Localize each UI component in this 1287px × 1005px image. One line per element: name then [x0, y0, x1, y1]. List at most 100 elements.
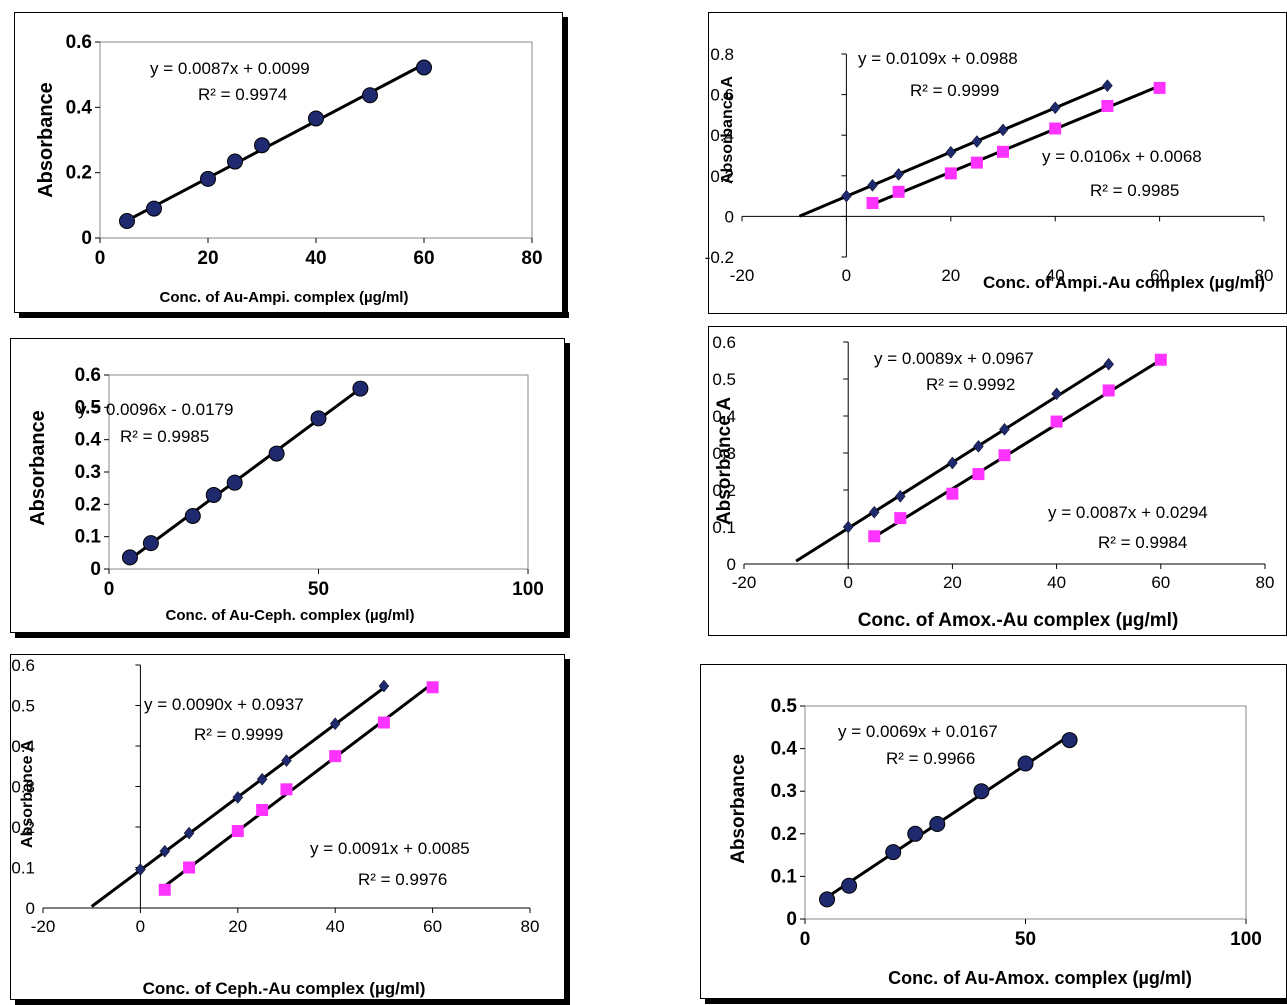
data-point-series-2 [892, 185, 905, 198]
r-squared-label-series-1: R² = 0.9999 [910, 81, 999, 100]
x-tick-label: 80 [1256, 573, 1275, 592]
x-tick-label: 0 [95, 248, 106, 269]
data-point-series-2 [998, 449, 1011, 462]
chart-amox-au-panel: -20 0 20 40 60 80 0 0.1 0.2 0.3 0.4 0.5 0.6 y = 0.00… [708, 326, 1287, 636]
x-tick-label: 50 [1015, 929, 1036, 950]
chart-ampi-au: -20 0 20 40 60 80 -0.2 0 0.2 0.4 0.6 0.8 y = 0.0109… [705, 12, 1287, 314]
y-tick-label: 0.2 [66, 163, 92, 184]
data-point [1017, 755, 1034, 772]
data-point [362, 87, 378, 104]
x-tick-label: 20 [943, 573, 962, 592]
x-tick-label: 20 [941, 266, 960, 285]
y-tick-label: 0.2 [771, 824, 797, 845]
x-tick-label: 20 [228, 917, 247, 936]
data-point-series-1 [232, 791, 244, 804]
x-axis-title: Conc. of Ceph.-Au complex (µg/ml) [143, 979, 426, 998]
chart-frame [14, 12, 563, 313]
data-point-series-2 [1102, 384, 1115, 397]
data-point-series-1 [281, 754, 292, 767]
x-tick-label: 0 [136, 917, 145, 936]
x-axis-title: Conc. of Amox.-Au complex (µg/ml) [858, 610, 1179, 631]
y-tick-label: 0.2 [712, 481, 736, 500]
y-tick-label: 0.3 [712, 444, 736, 463]
y-tick-label: 0 [90, 559, 101, 580]
y-tick-label: 0.6 [712, 333, 736, 352]
r-squared-label-series-2: R² = 0.9984 [1098, 533, 1187, 552]
frame-shadow [564, 343, 570, 638]
frame-shadow [705, 998, 1287, 1004]
x-tick-label: -20 [730, 266, 755, 285]
data-point-series-1 [1103, 357, 1115, 371]
y-tick-label: 0.2 [11, 818, 35, 837]
data-point-series-2 [280, 783, 293, 796]
y-tick-label: 0.3 [11, 778, 35, 797]
data-point-series-1 [893, 167, 904, 181]
frame-shadow [564, 659, 570, 1005]
data-point-series-1 [842, 520, 854, 534]
y-tick-label: 0.6 [710, 86, 734, 105]
data-point-series-1 [1049, 101, 1061, 115]
data-point-series-1 [1051, 387, 1062, 401]
equation-label-series-1: y = 0.0109x + 0.0988 [858, 49, 1018, 68]
data-point-series-1 [329, 717, 341, 731]
data-point [929, 816, 946, 833]
data-point-series-2 [972, 468, 985, 481]
frame-shadow [15, 632, 570, 638]
chart-frame [10, 338, 565, 633]
data-point [308, 110, 324, 127]
x-tick-label: 80 [1255, 266, 1274, 285]
data-point-series-1 [1102, 79, 1113, 93]
x-tick-label: 0 [843, 573, 852, 592]
data-point-series-2 [894, 512, 907, 525]
data-point-series-1 [378, 679, 390, 693]
equation-label-series-2: y = 0.0091x + 0.0085 [310, 839, 470, 858]
x-axis-title: Conc. of Ampi.-Au complex (µg/ml) [983, 273, 1265, 292]
x-tick-label: 0 [842, 266, 851, 285]
data-point-series-1 [841, 189, 852, 203]
data-point-series-2 [256, 803, 269, 816]
y-tick-label: 0.1 [75, 527, 102, 548]
data-point-series-1 [999, 422, 1010, 436]
data-point-series-2 [231, 825, 244, 838]
y-axis-title: Absorbance [35, 82, 57, 198]
chart-frame [700, 664, 1287, 999]
x-tick-label: 80 [521, 917, 540, 936]
frame-shadow [19, 312, 569, 318]
data-point-series-2 [329, 750, 342, 763]
equation-label-series-1: y = 0.0089x + 0.0967 [874, 349, 1034, 368]
data-point-series-2 [866, 197, 879, 210]
equation-label: y = 0.0087x + 0.0099 [150, 59, 310, 78]
data-point-series-2 [183, 861, 196, 874]
y-tick-label: 0.4 [771, 739, 798, 760]
x-tick-label: 100 [1230, 929, 1262, 950]
data-point-series-1 [867, 178, 878, 192]
data-point-series-1 [894, 489, 906, 503]
equation-label: y = 0.0096x - 0.0179 [78, 400, 233, 419]
y-tick-label: 0.4 [66, 97, 93, 118]
data-point-series-2 [1050, 415, 1063, 428]
y-tick-label: 0.5 [771, 696, 798, 717]
x-tick-label: 80 [521, 248, 542, 269]
x-tick-label: 40 [1047, 573, 1066, 592]
data-point-series-2 [1101, 99, 1114, 112]
data-point-series-1 [945, 145, 957, 159]
chart-ceph-au-panel: -20 0 20 40 60 80 0 0.1 0.2 0.3 0.4 0.5 0.6 y = 0.00… [10, 654, 570, 1005]
data-point [268, 445, 285, 462]
chart-frame [708, 326, 1287, 636]
r-squared-label-series-2: R² = 0.9976 [358, 870, 447, 889]
data-point-series-1 [973, 439, 984, 453]
data-point [254, 137, 270, 154]
data-point-series-1 [256, 772, 268, 786]
data-point [184, 507, 201, 524]
data-point-series-1 [997, 123, 1009, 137]
y-tick-label: 0.3 [771, 781, 797, 802]
data-point [885, 844, 902, 861]
y-tick-label: 0.3 [75, 462, 101, 483]
data-point-series-1 [183, 826, 195, 840]
y-tick-label: 0.5 [11, 697, 35, 716]
y-tick-label: 0.1 [712, 518, 736, 537]
y-axis-title: Absorbance A [719, 76, 736, 184]
x-axis-title: Conc. of Au-Ceph. complex (µg/ml) [166, 607, 415, 624]
data-point [227, 153, 243, 170]
x-tick-label: 40 [326, 917, 345, 936]
